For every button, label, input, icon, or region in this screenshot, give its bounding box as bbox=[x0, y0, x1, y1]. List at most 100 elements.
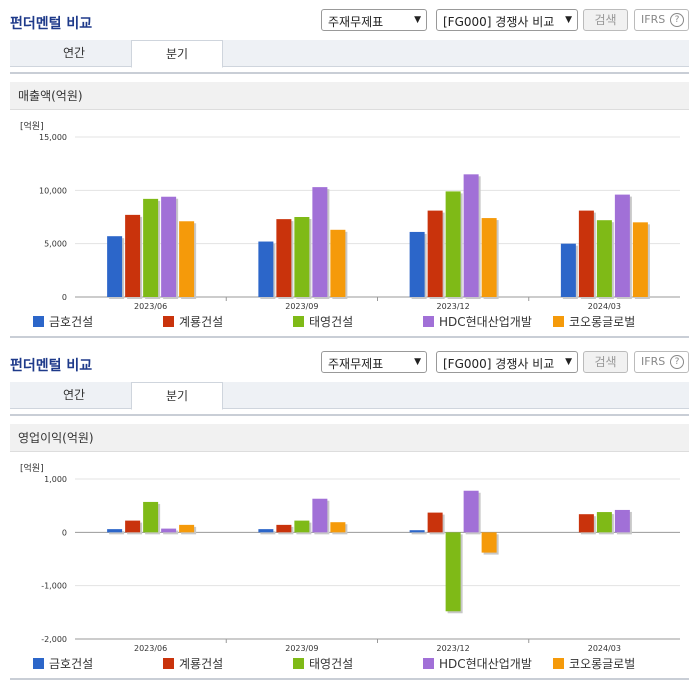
bar[interactable] bbox=[125, 214, 141, 297]
bar[interactable] bbox=[312, 498, 328, 533]
bar[interactable] bbox=[161, 528, 177, 533]
panel-title: 펀더멘털 비교 bbox=[10, 358, 93, 374]
bar[interactable] bbox=[578, 514, 594, 533]
bar[interactable] bbox=[179, 524, 195, 533]
legend-swatch bbox=[33, 316, 44, 327]
section-divider bbox=[10, 72, 689, 74]
tab-annual[interactable]: 연간 bbox=[62, 46, 86, 60]
chevron-down-icon: ▼ bbox=[565, 15, 572, 25]
bar[interactable] bbox=[330, 229, 346, 297]
x-tick-label: 2023/12 bbox=[437, 644, 470, 653]
bar[interactable] bbox=[330, 522, 346, 533]
y-tick-label: 1,000 bbox=[44, 475, 67, 484]
period-tabs: 연간 분기 bbox=[10, 40, 689, 68]
bar[interactable] bbox=[161, 196, 177, 297]
legend-item[interactable]: HDC현대산업개발 bbox=[423, 315, 532, 329]
help-icon[interactable]: ? bbox=[670, 13, 684, 27]
bar[interactable] bbox=[258, 529, 274, 533]
bar[interactable] bbox=[560, 243, 576, 297]
metric-heading: 매출액(억원) bbox=[10, 82, 689, 110]
ifrs-label: IFRS bbox=[641, 355, 666, 368]
y-tick-label: 15,000 bbox=[39, 133, 67, 142]
bar[interactable] bbox=[107, 236, 123, 297]
fundamental-compare-panel-operating-profit: 펀더멘털 비교 주재무제표 ▼ [FG000] 경쟁사 비교 ▼ 검색 IFRS? 연간 분기 영… bbox=[0, 342, 696, 684]
bar[interactable] bbox=[276, 524, 292, 533]
ifrs-label: IFRS bbox=[641, 13, 666, 26]
bar[interactable] bbox=[463, 174, 479, 297]
legend-item[interactable]: 금호건설 bbox=[33, 657, 93, 671]
legend-swatch bbox=[553, 658, 564, 669]
legend-item[interactable]: 계룡건설 bbox=[163, 315, 223, 329]
chart-legend: 금호건설 계룡건설 태영건설 HDC현대산업개발 코오롱글로벌 bbox=[0, 315, 696, 331]
bar[interactable] bbox=[596, 512, 612, 533]
metric-heading: 영업이익(억원) bbox=[10, 424, 689, 452]
legend-label: 금호건설 bbox=[49, 657, 94, 671]
search-button[interactable]: 검색 bbox=[583, 9, 628, 31]
legend-item[interactable]: HDC현대산업개발 bbox=[423, 657, 532, 671]
bar[interactable] bbox=[276, 219, 292, 297]
y-tick-label: -1,000 bbox=[41, 582, 67, 591]
bar[interactable] bbox=[258, 241, 274, 297]
bar[interactable] bbox=[125, 520, 141, 533]
x-tick-label: 2023/06 bbox=[134, 644, 167, 653]
bar-shadow bbox=[260, 531, 276, 535]
section-divider bbox=[10, 414, 689, 416]
legend-item[interactable]: 태영건설 bbox=[293, 657, 353, 671]
tab-quarterly[interactable]: 분기 bbox=[131, 382, 223, 410]
bar[interactable] bbox=[427, 210, 443, 297]
bar[interactable] bbox=[409, 530, 425, 533]
bar[interactable] bbox=[614, 509, 630, 533]
bar[interactable] bbox=[294, 217, 310, 297]
y-tick-label: 5,000 bbox=[44, 240, 67, 249]
bar-chart: -2,000 -1,000 0 1,000 2023/06 2023/09 2023/12 2… bbox=[41, 475, 680, 653]
tab-quarterly[interactable]: 분기 bbox=[131, 40, 223, 68]
legend-item[interactable]: 코오롱글로벌 bbox=[553, 315, 635, 329]
bar[interactable] bbox=[614, 194, 630, 297]
bar-shadow bbox=[163, 530, 179, 535]
bar[interactable] bbox=[294, 520, 310, 533]
period-tabs: 연간 분기 bbox=[10, 382, 689, 410]
bar[interactable] bbox=[409, 231, 425, 297]
ifrs-toggle[interactable]: IFRS? bbox=[634, 9, 689, 31]
bar[interactable] bbox=[632, 222, 648, 297]
x-tick-label: 2023/06 bbox=[134, 302, 167, 311]
statement-select-value: 주재무제표 bbox=[328, 357, 384, 371]
bar[interactable] bbox=[143, 501, 159, 533]
search-button[interactable]: 검색 bbox=[583, 351, 628, 373]
help-icon[interactable]: ? bbox=[670, 355, 684, 369]
bar[interactable] bbox=[481, 218, 497, 297]
x-tick-label: 2023/12 bbox=[437, 302, 470, 311]
bar-shadow bbox=[109, 531, 125, 535]
panel-bottom-border bbox=[10, 336, 689, 338]
statement-select-value: 주재무제표 bbox=[328, 15, 384, 29]
bar[interactable] bbox=[445, 191, 461, 297]
compare-select-value: [FG000] 경쟁사 비교 bbox=[443, 357, 555, 371]
bar[interactable] bbox=[107, 529, 123, 533]
statement-select[interactable]: 주재무제표 ▼ bbox=[321, 351, 427, 373]
statement-select[interactable]: 주재무제표 ▼ bbox=[321, 9, 427, 31]
compare-select[interactable]: [FG000] 경쟁사 비교 ▼ bbox=[436, 351, 578, 373]
chevron-down-icon: ▼ bbox=[414, 357, 421, 367]
bar[interactable] bbox=[179, 221, 195, 297]
bar[interactable] bbox=[427, 512, 443, 533]
y-tick-label: -2,000 bbox=[41, 635, 67, 644]
legend-item[interactable]: 태영건설 bbox=[293, 315, 353, 329]
legend-item[interactable]: 금호건설 bbox=[33, 315, 93, 329]
y-tick-label: 0 bbox=[62, 528, 67, 537]
panel-title: 펀더멘털 비교 bbox=[10, 16, 93, 32]
bar[interactable] bbox=[578, 210, 594, 297]
bar[interactable] bbox=[312, 187, 328, 297]
legend-item[interactable]: 계룡건설 bbox=[163, 657, 223, 671]
bar[interactable] bbox=[463, 490, 479, 533]
ifrs-toggle[interactable]: IFRS? bbox=[634, 351, 689, 373]
legend-item[interactable]: 코오롱글로벌 bbox=[553, 657, 635, 671]
y-tick-label: 0 bbox=[62, 293, 67, 302]
tab-annual[interactable]: 연간 bbox=[62, 388, 86, 402]
bar[interactable] bbox=[481, 532, 497, 553]
chart-legend: 금호건설 계룡건설 태영건설 HDC현대산업개발 코오롱글로벌 bbox=[0, 657, 696, 673]
compare-select[interactable]: [FG000] 경쟁사 비교 ▼ bbox=[436, 9, 578, 31]
bar[interactable] bbox=[445, 532, 461, 612]
legend-swatch bbox=[423, 316, 434, 327]
bar[interactable] bbox=[143, 198, 159, 297]
bar[interactable] bbox=[596, 220, 612, 297]
